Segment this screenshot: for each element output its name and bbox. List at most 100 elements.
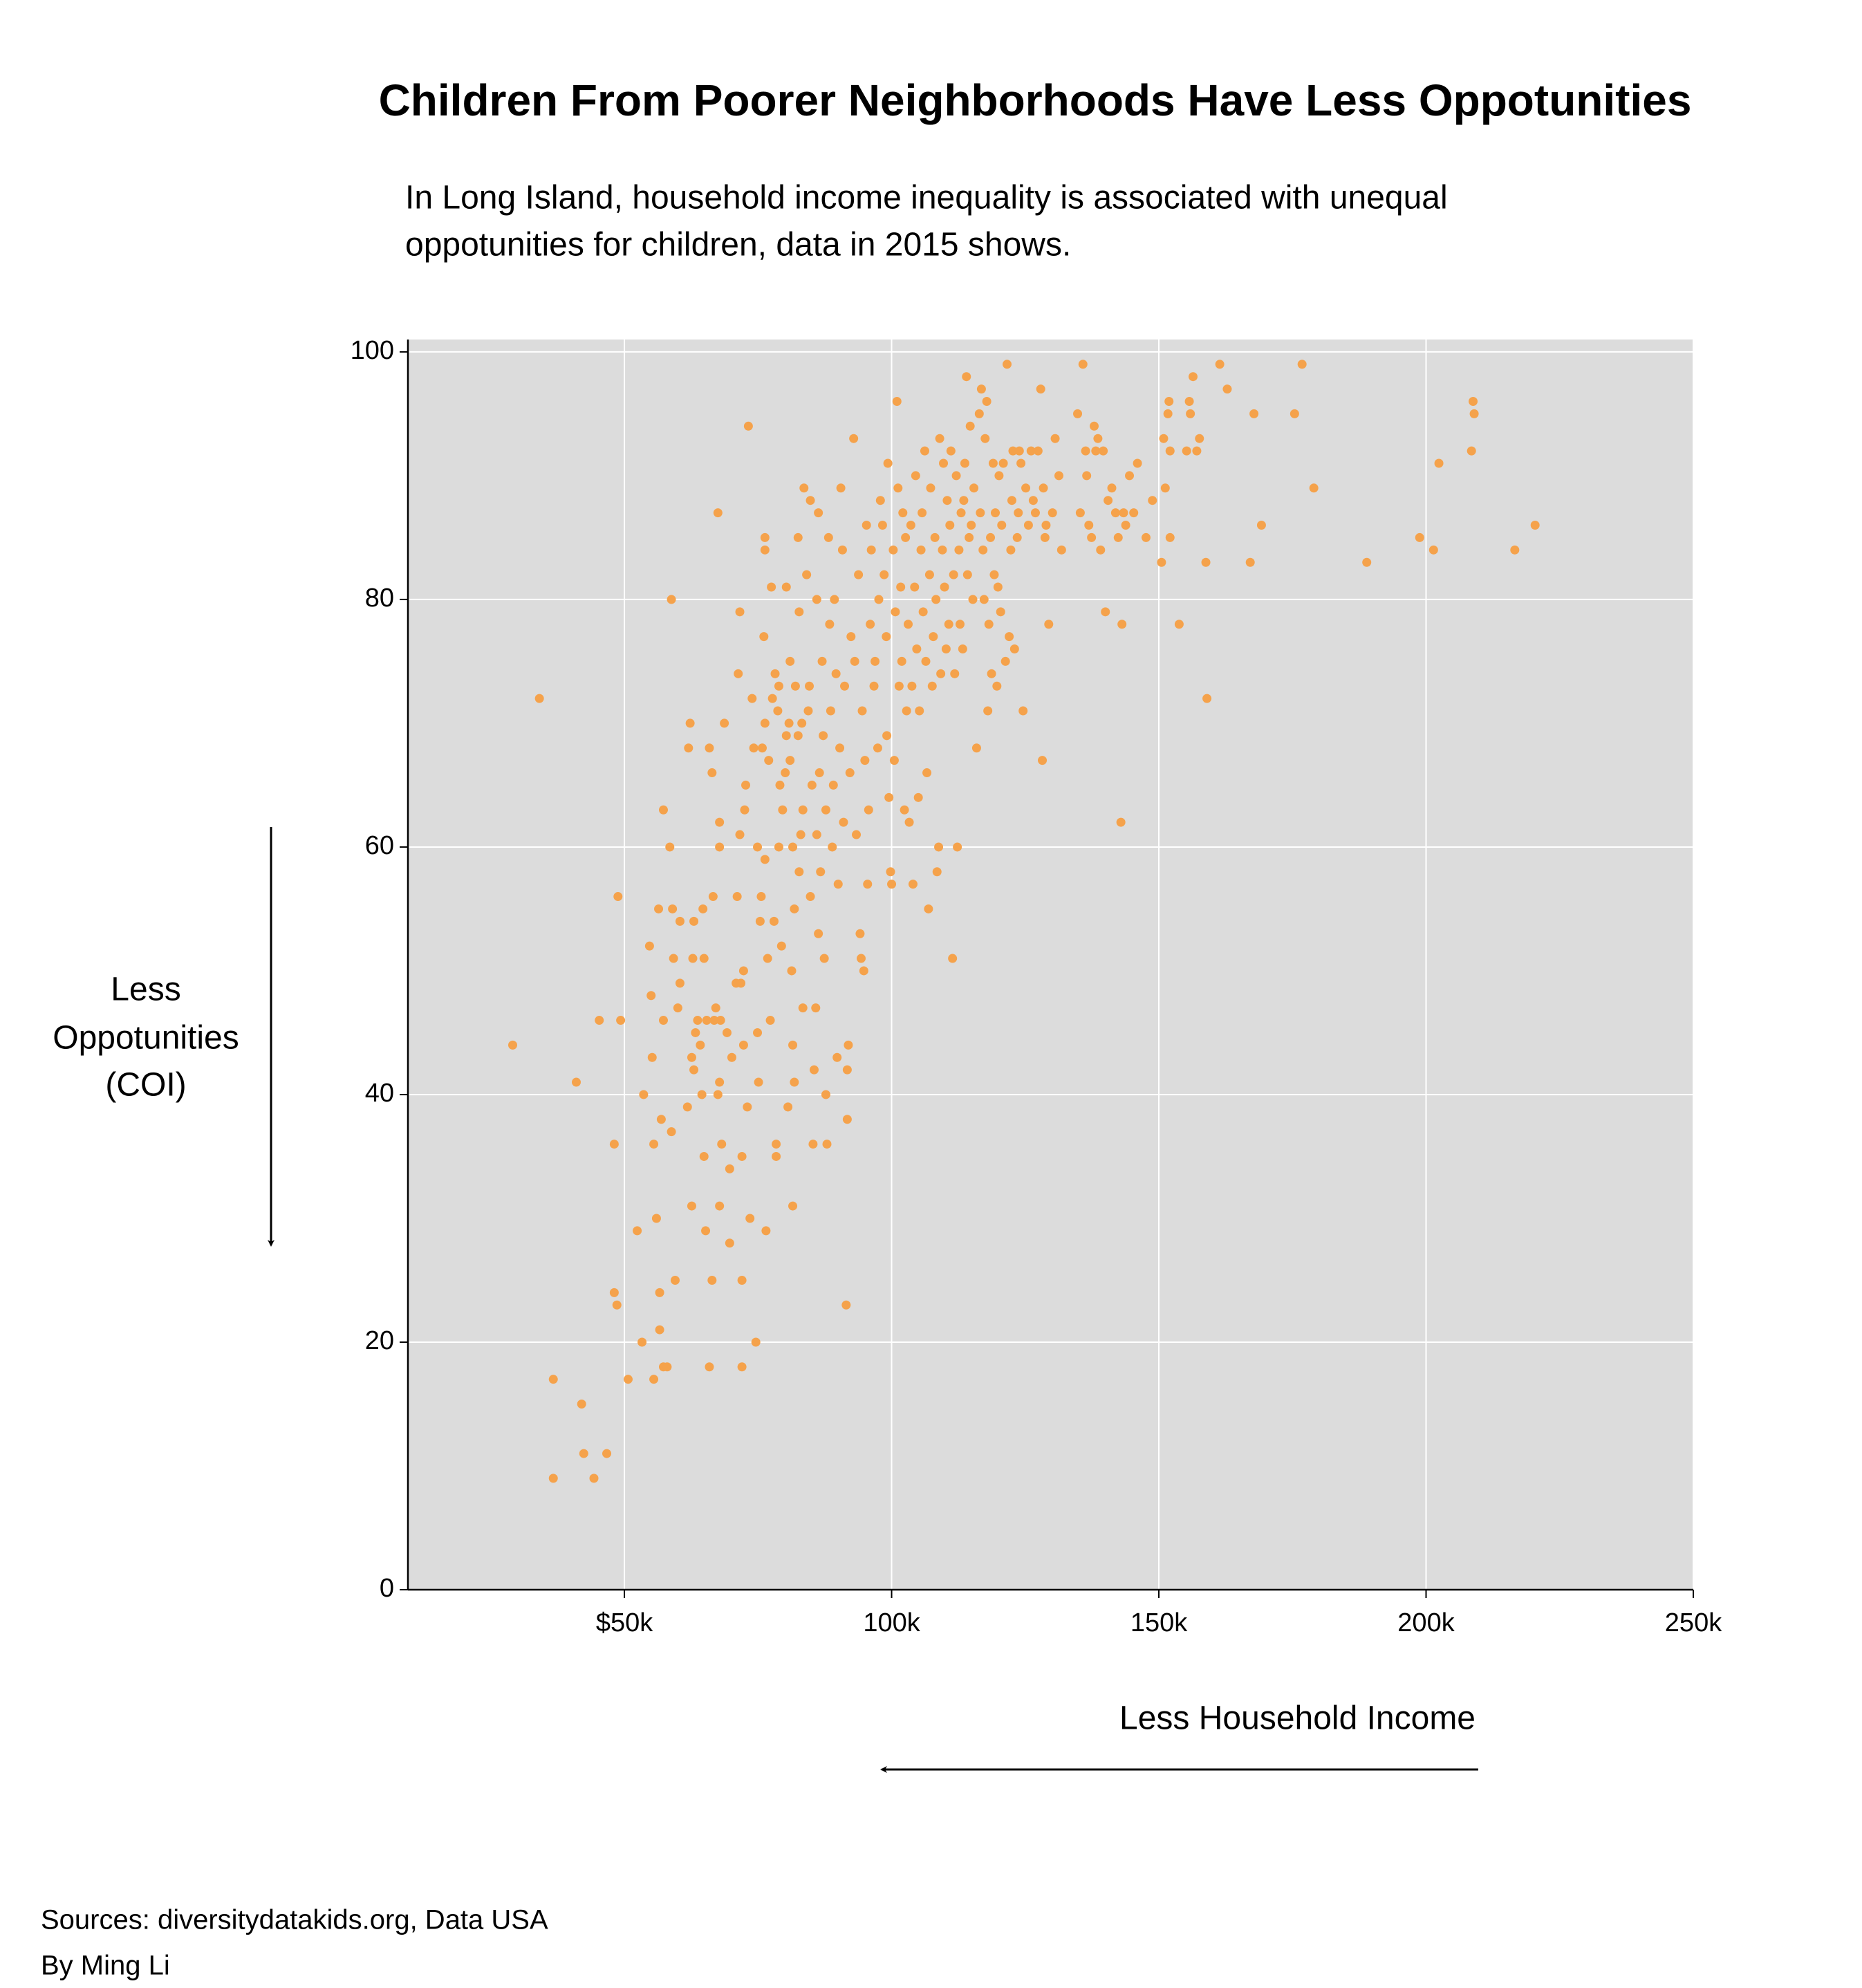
point <box>805 681 814 691</box>
point <box>753 1028 763 1037</box>
point <box>1129 508 1139 518</box>
point <box>747 694 757 703</box>
point <box>772 1140 781 1149</box>
x-tick-label: 150k <box>1130 1608 1188 1637</box>
point <box>998 458 1008 468</box>
point <box>969 483 979 493</box>
point <box>737 1362 747 1372</box>
point <box>978 545 988 555</box>
point <box>1467 446 1476 456</box>
point <box>874 595 884 604</box>
point <box>749 743 758 753</box>
point <box>775 780 785 790</box>
point <box>1023 521 1033 530</box>
point <box>794 607 804 617</box>
point <box>1050 434 1060 443</box>
point <box>1056 545 1066 555</box>
point <box>1174 620 1184 629</box>
point <box>1164 397 1174 407</box>
point <box>1016 458 1026 468</box>
point <box>709 1016 719 1025</box>
chart-title: Children From Poorer Neighborhoods Have … <box>379 75 1692 125</box>
point <box>796 830 806 839</box>
point <box>720 718 729 728</box>
point <box>822 1140 832 1149</box>
subtitle: oppotunities for children, data in 2015 … <box>405 227 1071 263</box>
point <box>696 1040 705 1050</box>
point <box>738 1040 748 1050</box>
point <box>741 780 751 790</box>
y-axis-label: Oppotunities <box>53 1020 239 1057</box>
point <box>1141 532 1151 542</box>
point <box>809 1065 819 1075</box>
point <box>1428 545 1438 555</box>
point <box>817 656 827 666</box>
point <box>667 1127 676 1137</box>
point <box>846 632 856 642</box>
point <box>1089 421 1099 431</box>
point <box>915 706 924 716</box>
point <box>1469 397 1478 407</box>
point <box>971 743 981 753</box>
point <box>760 718 770 728</box>
point <box>992 681 1002 691</box>
point <box>1075 508 1085 518</box>
point <box>757 743 767 753</box>
point <box>753 842 763 852</box>
point <box>702 1016 711 1025</box>
x-tick-label: $50k <box>596 1608 653 1637</box>
point <box>1119 508 1128 518</box>
point <box>906 521 915 530</box>
point <box>1044 620 1054 629</box>
point <box>654 904 664 913</box>
point <box>945 521 955 530</box>
point <box>959 496 969 505</box>
point <box>954 545 964 555</box>
point <box>1054 471 1063 481</box>
point <box>968 595 978 604</box>
point <box>854 570 864 579</box>
point <box>754 1077 763 1087</box>
point <box>994 471 1004 481</box>
point <box>589 1474 599 1483</box>
point <box>1018 706 1028 716</box>
y-tick-label: 40 <box>365 1079 394 1108</box>
point <box>790 1077 799 1087</box>
point <box>797 718 807 728</box>
point <box>918 508 927 518</box>
point <box>673 1003 682 1013</box>
y-tick-label: 100 <box>351 336 394 365</box>
point <box>844 1040 853 1050</box>
point <box>705 743 714 753</box>
point <box>842 1065 852 1075</box>
point <box>912 644 922 654</box>
point <box>738 966 748 976</box>
point <box>707 768 717 778</box>
point <box>884 792 894 802</box>
point <box>852 830 862 839</box>
point <box>745 1214 755 1223</box>
point <box>932 867 942 877</box>
point <box>886 867 895 877</box>
point <box>974 409 984 418</box>
point <box>837 545 847 555</box>
point <box>835 743 845 753</box>
point <box>781 582 791 592</box>
point <box>534 694 544 703</box>
point <box>1005 632 1014 642</box>
point <box>821 805 830 815</box>
point <box>913 792 923 802</box>
point <box>811 1003 821 1013</box>
point <box>806 892 815 902</box>
point <box>781 731 791 741</box>
point <box>802 570 812 579</box>
point <box>832 1052 842 1062</box>
point <box>930 532 940 542</box>
point <box>658 805 668 815</box>
point <box>967 521 976 530</box>
point <box>670 1275 680 1285</box>
point <box>904 817 914 827</box>
y-tick-label: 60 <box>365 831 394 860</box>
point <box>814 508 823 518</box>
